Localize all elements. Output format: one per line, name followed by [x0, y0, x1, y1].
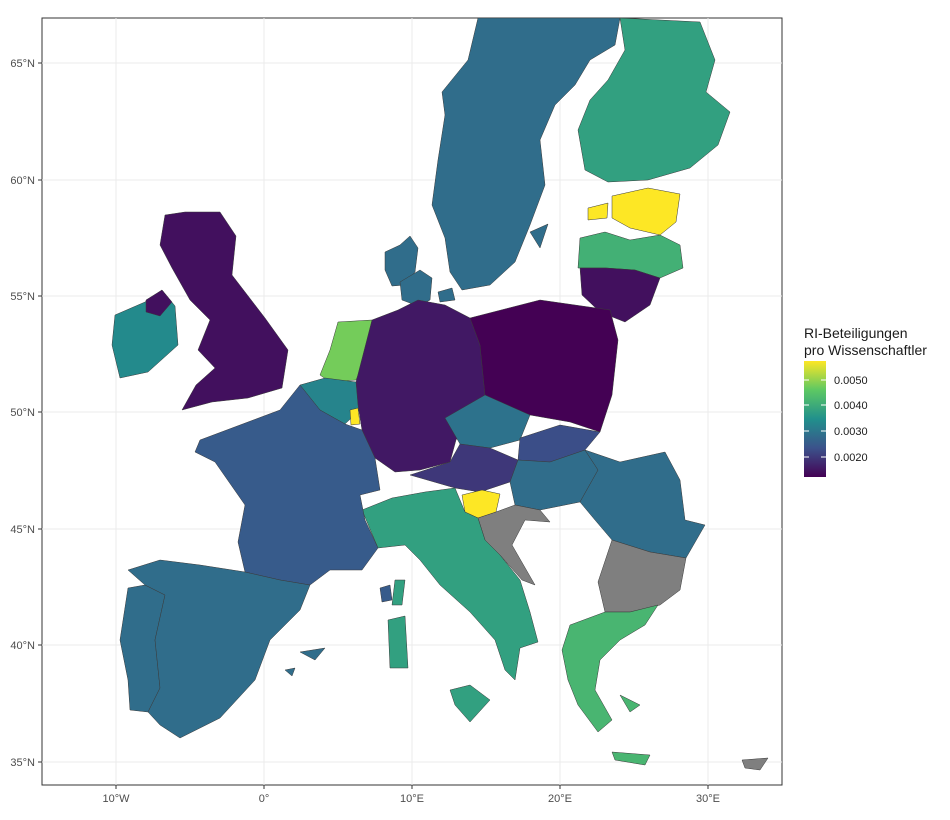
y-tick-label: 55°N — [10, 291, 35, 303]
y-tick-label: 45°N — [10, 524, 35, 536]
region-Bulgaria[interactable] — [597, 539, 687, 613]
region-Sweden[interactable] — [431, 17, 621, 291]
x-axis-ticks — [115, 785, 709, 789]
legend-colorbar — [804, 361, 826, 477]
x-tick-label: 10°E — [400, 793, 424, 805]
region-Denmark[interactable] — [399, 269, 456, 307]
y-tick-labels: 35°N 40°N 45°N 50°N 55°N 60°N 65°N — [10, 58, 35, 769]
region-Luxembourg[interactable] — [349, 407, 361, 426]
region-Cyprus[interactable] — [741, 757, 769, 771]
x-tick-label: 20°E — [548, 793, 572, 805]
legend: RI-Beteiligungen pro Wissenschaftler 0.0… — [804, 325, 927, 477]
x-tick-label: 30°E — [696, 793, 720, 805]
legend-title-line2: pro Wissenschaftler — [804, 342, 927, 358]
region-Italy[interactable] — [361, 487, 539, 723]
region-France[interactable] — [194, 384, 393, 603]
y-axis-ticks — [38, 62, 42, 763]
legend-label: 0.0050 — [834, 375, 868, 387]
region-Greece[interactable] — [561, 604, 659, 766]
y-tick-label: 60°N — [10, 175, 35, 187]
x-tick-label: 10°W — [102, 793, 130, 805]
y-tick-label: 35°N — [10, 757, 35, 769]
x-tick-labels: 10°W 0° 10°E 20°E 30°E — [102, 793, 720, 805]
y-tick-label: 50°N — [10, 407, 35, 419]
legend-label: 0.0020 — [834, 452, 868, 464]
y-tick-label: 65°N — [10, 58, 35, 70]
region-Poland[interactable] — [469, 299, 619, 433]
legend-label: 0.0040 — [834, 400, 868, 412]
region-Spain[interactable] — [127, 559, 326, 739]
y-tick-label: 40°N — [10, 640, 35, 652]
region-Estonia[interactable] — [587, 187, 681, 236]
x-tick-label: 0° — [259, 793, 270, 805]
legend-label: 0.0030 — [834, 426, 868, 438]
region-United-Kingdom[interactable] — [145, 211, 289, 411]
legend-ticks — [804, 379, 826, 458]
region-Finland[interactable] — [577, 17, 731, 183]
countries — [111, 17, 769, 771]
region-Norway[interactable] — [384, 235, 419, 287]
legend-title-line1: RI-Beteiligungen — [804, 325, 908, 341]
